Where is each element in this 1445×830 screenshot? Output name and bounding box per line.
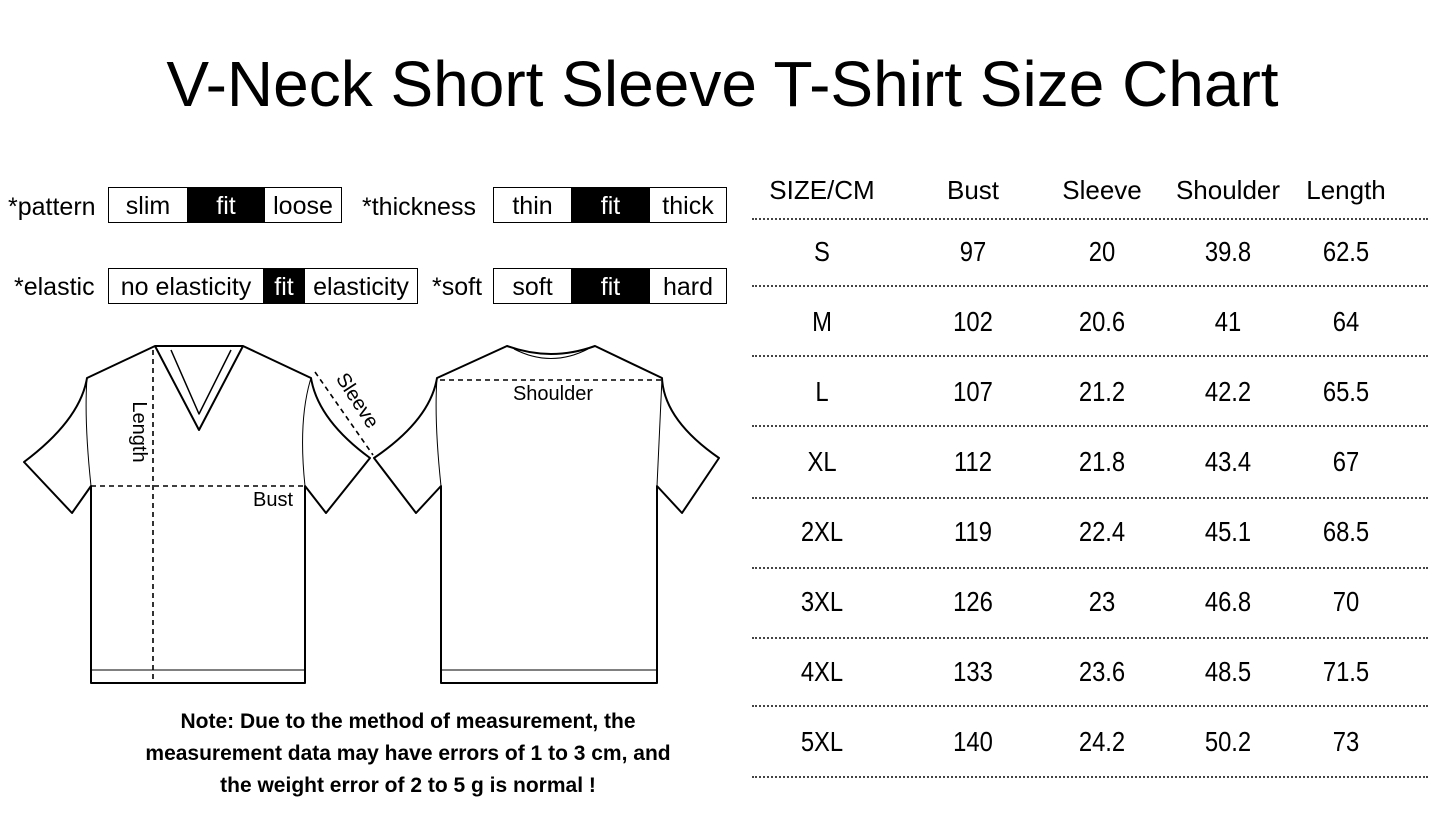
- row-divider: [752, 425, 1428, 427]
- pattern-scale: slim fit loose: [108, 187, 342, 225]
- table-cell: 126: [953, 586, 993, 617]
- front-shirt-outline: [23, 345, 371, 684]
- size-cell: 5XL: [800, 726, 844, 757]
- table-cell: 20.6: [1078, 306, 1126, 337]
- table-cell: 21.8: [1078, 446, 1126, 477]
- row-divider: [752, 705, 1428, 707]
- size-cell: L: [815, 376, 829, 407]
- row-divider: [752, 567, 1428, 569]
- thickness-scale: thin fit thick: [493, 187, 727, 225]
- table-cell: 39.8: [1204, 236, 1252, 267]
- table-cell: 107: [953, 376, 993, 407]
- size-cell: M: [812, 306, 832, 337]
- pattern-option-loose: loose: [264, 187, 342, 223]
- table-cell: 45.1: [1204, 516, 1252, 547]
- elastic-option-fit: fit: [263, 268, 305, 304]
- soft-option-fit: fit: [571, 268, 650, 304]
- table-cell: 102: [953, 306, 993, 337]
- row-divider: [752, 355, 1428, 357]
- elastic-scale: no elasticity fit elasticity: [108, 268, 418, 306]
- pattern-label: *pattern: [8, 193, 96, 221]
- pattern-option-slim: slim: [108, 187, 188, 223]
- table-cell: 73: [1332, 726, 1360, 757]
- note-line: the weight error of 2 to 5 g is normal !: [220, 774, 596, 797]
- table-cell: 71.5: [1322, 656, 1370, 687]
- table-cell: 48.5: [1204, 656, 1252, 687]
- table-cell: 23.6: [1078, 656, 1126, 687]
- thickness-label: *thickness: [362, 193, 476, 221]
- table-cell: 20: [1088, 236, 1116, 267]
- sleeve-measure-line: [314, 371, 374, 456]
- table-cell: 62.5: [1322, 236, 1370, 267]
- table-cell: 65.5: [1322, 376, 1370, 407]
- column-header: Bust: [946, 175, 1000, 205]
- page-title: V-Neck Short Sleeve T-Shirt Size Chart: [166, 48, 1279, 120]
- table-cell: 42.2: [1204, 376, 1252, 407]
- note-line: measurement data may have errors of 1 to…: [145, 742, 671, 765]
- table-cell: 41: [1214, 306, 1242, 337]
- table-cell: 112: [954, 446, 992, 477]
- column-header: SIZE/CM: [769, 175, 875, 205]
- size-cell: 2XL: [800, 516, 844, 547]
- note-line: Note: Due to the method of measurement, …: [180, 710, 636, 733]
- table-cell: 68.5: [1322, 516, 1370, 547]
- table-cell: 24.2: [1078, 726, 1126, 757]
- soft-scale: soft fit hard: [493, 268, 727, 306]
- size-cell: 4XL: [800, 656, 844, 687]
- elastic-option-elasticity: elasticity: [304, 268, 418, 304]
- bust-label: Bust: [253, 489, 293, 511]
- table-cell: 70: [1332, 586, 1360, 617]
- column-header: Length: [1306, 175, 1386, 205]
- back-shirt-outline: [373, 345, 720, 684]
- table-cell: 97: [959, 236, 987, 267]
- row-divider: [752, 776, 1428, 778]
- measurement-note: Note: Due to the method of measurement, …: [70, 706, 746, 802]
- thickness-option-thin: thin: [493, 187, 572, 223]
- soft-option-hard: hard: [649, 268, 727, 304]
- size-cell: 3XL: [800, 586, 844, 617]
- table-cell: 50.2: [1204, 726, 1252, 757]
- table-cell: 133: [953, 656, 993, 687]
- elastic-option-no-elasticity: no elasticity: [108, 268, 264, 304]
- row-divider: [752, 497, 1428, 499]
- row-divider: [752, 285, 1428, 287]
- column-header: Shoulder: [1175, 175, 1281, 205]
- table-cell: 43.4: [1204, 446, 1252, 477]
- row-divider: [752, 218, 1428, 220]
- shoulder-label: Shoulder: [513, 383, 593, 405]
- table-cell: 119: [954, 516, 992, 547]
- table-cell: 22.4: [1078, 516, 1126, 547]
- table-cell: 64: [1332, 306, 1360, 337]
- size-cell: XL: [807, 446, 837, 477]
- size-cell: S: [814, 236, 830, 267]
- thickness-option-thick: thick: [649, 187, 727, 223]
- column-header: Sleeve: [1062, 175, 1142, 205]
- soft-label: *soft: [432, 273, 483, 301]
- sleeve-label: Sleeve: [331, 369, 383, 432]
- table-cell: 140: [953, 726, 993, 757]
- table-cell: 23: [1088, 586, 1116, 617]
- thickness-option-fit: fit: [571, 187, 650, 223]
- length-label: Length: [128, 401, 150, 462]
- elastic-label: *elastic: [14, 273, 95, 301]
- row-divider: [752, 637, 1428, 639]
- table-cell: 21.2: [1078, 376, 1126, 407]
- table-cell: 46.8: [1204, 586, 1252, 617]
- table-cell: 67: [1332, 446, 1360, 477]
